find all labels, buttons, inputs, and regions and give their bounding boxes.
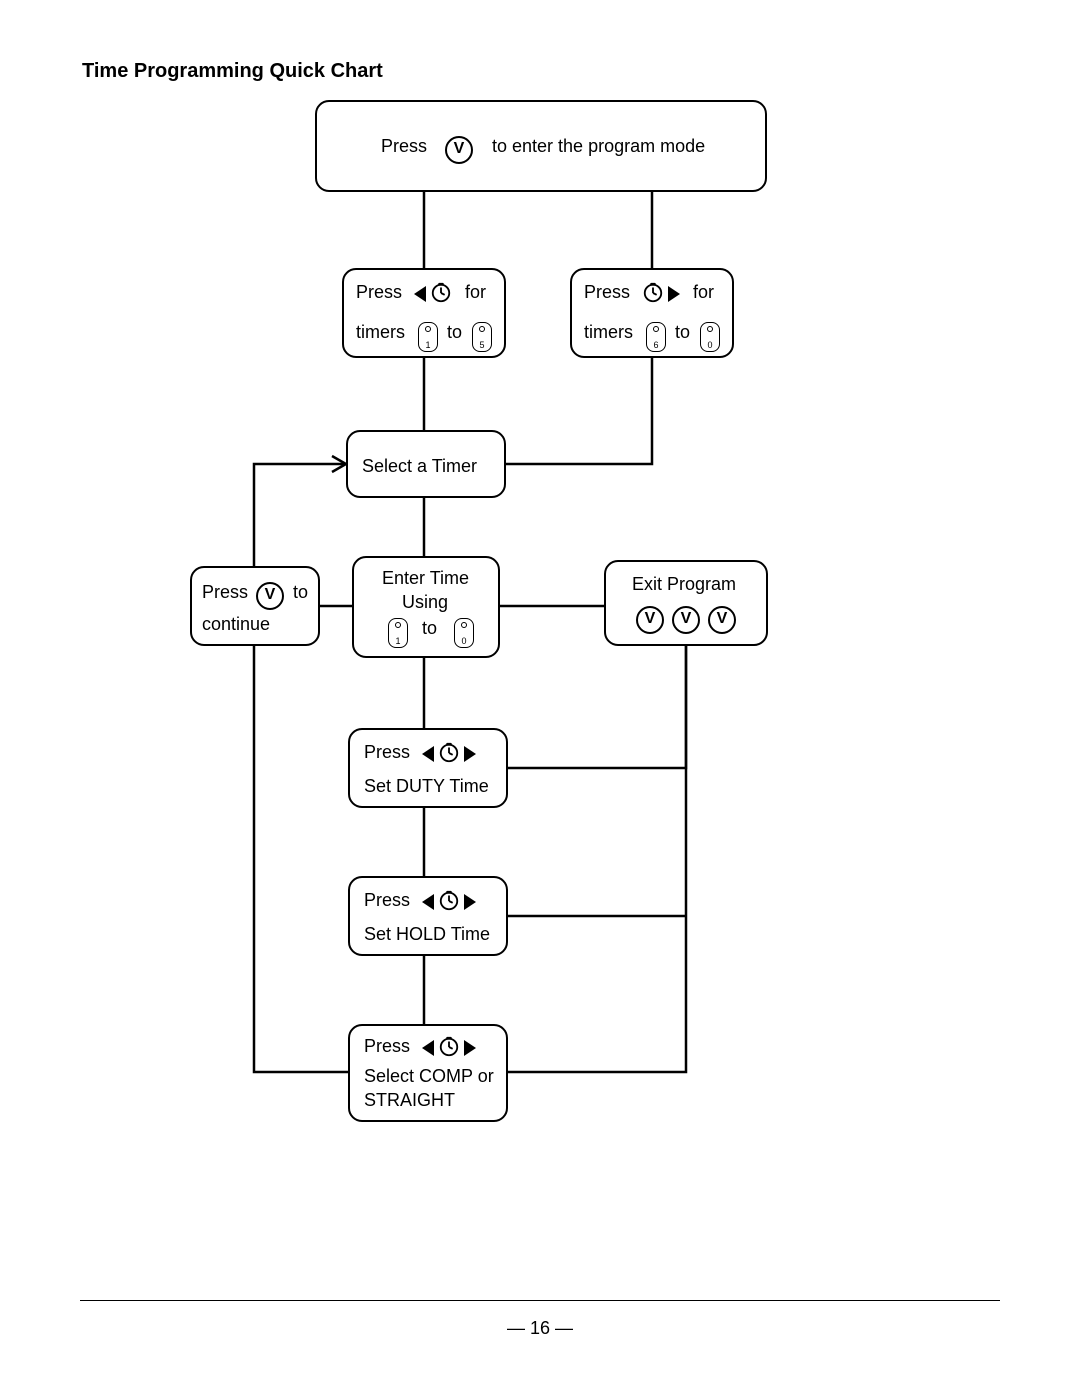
arrow-right-icon: [464, 1040, 476, 1056]
v-button-icon: V: [636, 606, 664, 634]
label-text: Press: [381, 136, 437, 157]
label-text: to: [288, 582, 308, 603]
label-text: STRAIGHT: [364, 1090, 455, 1111]
clock-icon: [438, 742, 460, 764]
arrow-right-icon: [668, 286, 680, 302]
clock-icon: [430, 282, 452, 304]
footer-rule: [80, 1300, 1000, 1301]
arrow-right-icon: [464, 894, 476, 910]
flowchart-node: Press Set HOLD Time: [348, 876, 508, 956]
label-text: Select COMP or: [364, 1066, 494, 1087]
flowchart-node: Press Select COMP or STRAIGHT: [348, 1024, 508, 1122]
label-text: Exit Program: [632, 574, 736, 595]
label-text: Set DUTY Time: [364, 776, 489, 797]
page-title: Time Programming Quick Chart: [82, 60, 383, 83]
label-text: for: [460, 282, 486, 303]
flowchart-wires: [0, 0, 1080, 1397]
arrow-left-icon: [422, 894, 434, 910]
label-text: to: [442, 322, 467, 343]
flowchart-node: Exit ProgramVVV: [604, 560, 768, 646]
arrow-left-icon: [422, 1040, 434, 1056]
label-text: for: [688, 282, 714, 303]
keypad-icon: 6: [646, 322, 666, 352]
label-text: Press: [364, 1036, 415, 1057]
v-button-icon: V: [445, 136, 473, 164]
keypad-icon: 0: [700, 322, 720, 352]
flowchart-node: Enter Time Using 1 to 0: [352, 556, 500, 658]
label-text: to enter the program mode: [482, 136, 705, 157]
page-number: — 16 —: [0, 1318, 1080, 1339]
v-button-icon: V: [256, 582, 284, 610]
label-text: Press: [202, 582, 253, 603]
label-text: Press: [356, 282, 407, 303]
keypad-icon: 1: [388, 618, 408, 648]
keypad-icon: 0: [454, 618, 474, 648]
label-text: Press: [364, 890, 415, 911]
clock-icon: [438, 890, 460, 912]
label-text: to: [670, 322, 695, 343]
keypad-icon: 5: [472, 322, 492, 352]
v-button-icon: V: [708, 606, 736, 634]
label-text: Select a Timer: [362, 456, 477, 477]
label-text: Enter Time: [382, 568, 469, 589]
label-text: timers: [584, 322, 638, 343]
label-text: Press: [364, 742, 415, 763]
clock-icon: [438, 1036, 460, 1058]
arrow-left-icon: [414, 286, 426, 302]
flowchart-node: Press for timers 6 to 0: [570, 268, 734, 358]
keypad-icon: 1: [418, 322, 438, 352]
flowchart-node: Press for timers 1 to 5: [342, 268, 506, 358]
label-text: continue: [202, 614, 270, 635]
flowchart-node: Press V to continue: [190, 566, 320, 646]
flowchart-node: Press V to enter the program mode: [315, 100, 767, 192]
arrow-right-icon: [464, 746, 476, 762]
label-text: timers: [356, 322, 410, 343]
flowchart-node: Press Set DUTY Time: [348, 728, 508, 808]
clock-icon: [642, 282, 664, 304]
v-button-icon: V: [672, 606, 700, 634]
label-text: Press: [584, 282, 635, 303]
label-text: to: [412, 618, 447, 639]
label-text: Using: [402, 592, 448, 613]
arrow-left-icon: [422, 746, 434, 762]
label-text: Set HOLD Time: [364, 924, 490, 945]
flowchart-node: Select a Timer: [346, 430, 506, 498]
